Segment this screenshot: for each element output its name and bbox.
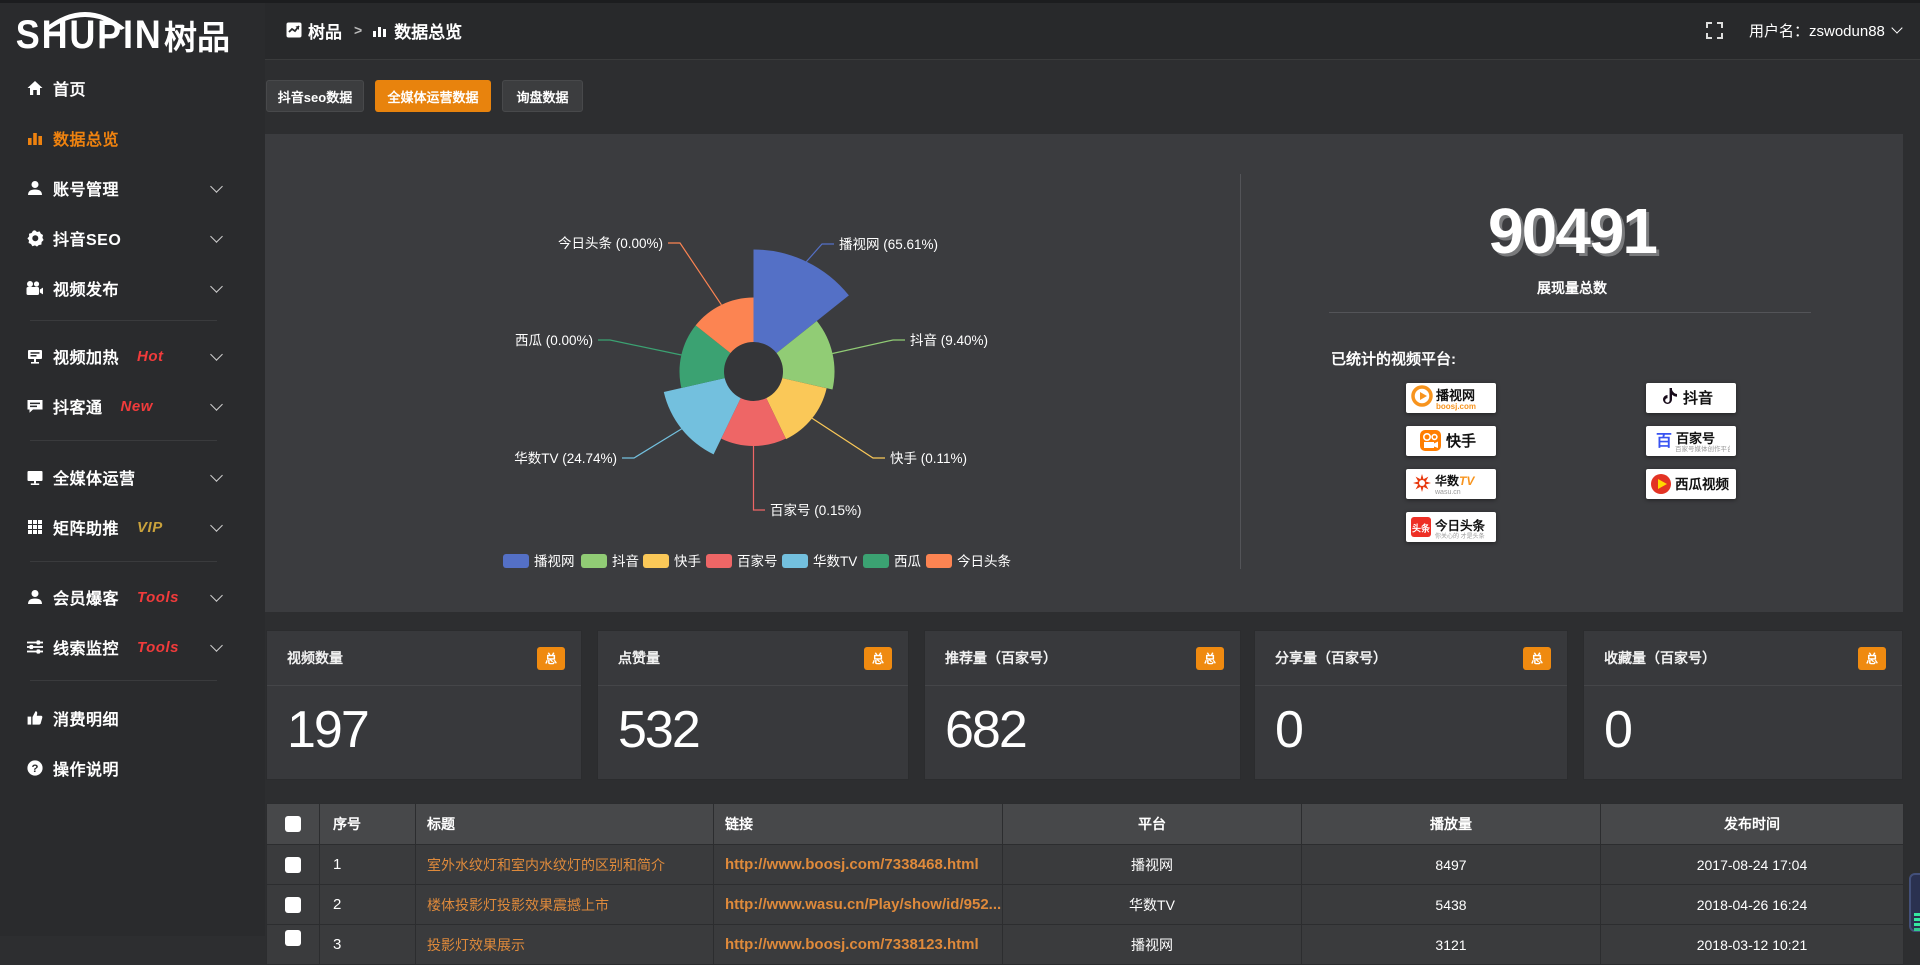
svg-text:?: ? [31,763,38,775]
svg-text:百家号: 百家号 [737,553,778,569]
svg-text:华数TV (24.74%): 华数TV (24.74%) [514,451,617,466]
svg-text:播视网: 播视网 [1436,388,1475,403]
svg-text:今日头条: 今日头条 [957,553,1011,569]
svg-text:wasu.cn: wasu.cn [1434,489,1461,496]
svg-text:抖音 (9.40%): 抖音 (9.40%) [910,332,988,348]
svg-text:西瓜 (0.00%): 西瓜 (0.00%) [515,333,593,348]
svg-text:快手 (0.11%): 快手 (0.11%) [890,451,967,466]
svg-text:华数TV: 华数TV [1435,473,1475,488]
svg-text:头条: 头条 [1412,523,1431,534]
svg-text:西瓜视频: 西瓜视频 [1675,476,1729,492]
svg-text:快手: 快手 [674,554,701,569]
svg-text:百家号 (0.15%): 百家号 (0.15%) [770,502,862,518]
svg-text:华数TV: 华数TV [813,554,857,569]
svg-text:抖音: 抖音 [1683,389,1713,407]
svg-text:今日头条 (0.00%): 今日头条 (0.00%) [558,235,663,251]
svg-text:树品: 树品 [164,19,230,56]
svg-text:你关心的 才是头条: 你关心的 才是头条 [1435,532,1485,540]
svg-text:boosj.com: boosj.com [1436,402,1476,411]
svg-text:抖音: 抖音 [612,553,639,569]
svg-text:SHUPIN: SHUPIN [16,13,163,57]
svg-text:西瓜: 西瓜 [894,554,922,569]
svg-text:今日头条: 今日头条 [1434,518,1486,533]
svg-text:百家号: 百家号 [1676,431,1715,446]
svg-text:播视网 (65.61%): 播视网 (65.61%) [839,237,938,252]
svg-text:百: 百 [1656,432,1672,450]
svg-text:播视网: 播视网 [534,554,575,569]
svg-text:快手: 快手 [1446,432,1476,450]
svg-text:百家号媒体创作平台: 百家号媒体创作平台 [1675,444,1730,453]
